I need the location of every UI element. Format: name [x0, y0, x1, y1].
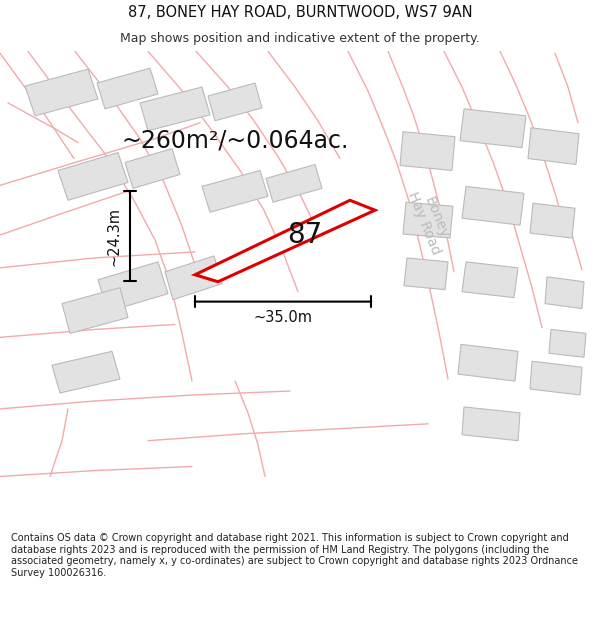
Polygon shape	[25, 69, 98, 116]
Polygon shape	[195, 200, 375, 282]
Polygon shape	[125, 149, 180, 188]
Polygon shape	[462, 407, 520, 441]
Polygon shape	[460, 109, 526, 148]
Polygon shape	[98, 262, 168, 311]
Text: ~260m²/~0.064ac.: ~260m²/~0.064ac.	[121, 129, 349, 152]
Text: ~35.0m: ~35.0m	[254, 310, 313, 325]
Text: Map shows position and indicative extent of the property.: Map shows position and indicative extent…	[120, 32, 480, 45]
Polygon shape	[462, 186, 524, 225]
Polygon shape	[165, 256, 222, 299]
Polygon shape	[140, 87, 210, 131]
Polygon shape	[400, 132, 455, 171]
Polygon shape	[458, 344, 518, 381]
Text: 87: 87	[287, 221, 323, 249]
Text: Contains OS data © Crown copyright and database right 2021. This information is : Contains OS data © Crown copyright and d…	[11, 533, 578, 578]
Polygon shape	[202, 171, 268, 212]
Polygon shape	[266, 164, 322, 202]
Polygon shape	[528, 127, 579, 164]
Text: ~24.3m: ~24.3m	[107, 206, 121, 266]
Polygon shape	[462, 262, 518, 298]
Polygon shape	[530, 203, 575, 238]
Polygon shape	[530, 361, 582, 395]
Polygon shape	[404, 258, 448, 290]
Polygon shape	[403, 202, 453, 238]
Polygon shape	[208, 83, 262, 121]
Polygon shape	[52, 351, 120, 393]
Polygon shape	[58, 152, 128, 200]
Polygon shape	[545, 277, 584, 309]
Polygon shape	[62, 288, 128, 333]
Polygon shape	[549, 329, 586, 357]
Text: 87, BONEY HAY ROAD, BURNTWOOD, WS7 9AN: 87, BONEY HAY ROAD, BURNTWOOD, WS7 9AN	[128, 5, 472, 20]
Text: Boney
Hay Road: Boney Hay Road	[404, 184, 455, 256]
Polygon shape	[97, 68, 158, 109]
